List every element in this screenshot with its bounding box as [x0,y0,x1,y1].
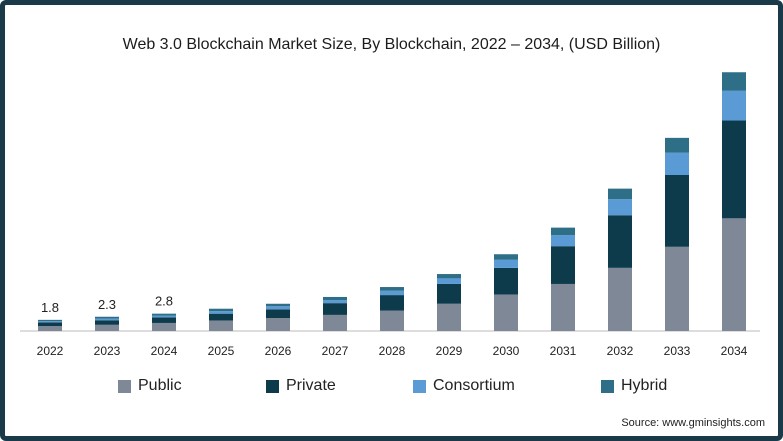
chart-legend: Public Private Consortium Hybrid [0,377,783,399]
legend-item-consortium: Consortium [413,377,515,395]
bar-private-2028 [380,295,404,311]
x-tick-label-2031: 2031 [550,344,577,358]
legend-label-consortium: Consortium [433,377,515,394]
bar-public-2023 [95,324,119,331]
bar-consortium-2030 [494,259,518,268]
x-tick-label-2022: 2022 [37,344,64,358]
bar-public-2033 [665,246,689,331]
x-tick-label-2034: 2034 [721,344,748,358]
bar-private-2026 [266,309,290,318]
bar-consortium-2031 [551,235,575,247]
bar-hybrid-2034 [722,72,746,91]
bar-private-2027 [323,303,347,315]
data-label-2022: 1.8 [41,300,59,315]
x-tick-label-2029: 2029 [436,344,463,358]
data-label-2024: 2.8 [155,294,173,309]
x-tick-label-2030: 2030 [493,344,520,358]
legend-item-hybrid: Hybrid [601,377,667,395]
bar-private-2033 [665,175,689,247]
bar-public-2032 [608,267,632,331]
bar-private-2022 [38,322,62,327]
legend-item-public: Public [118,377,182,395]
bar-consortium-2024 [152,315,176,318]
bar-private-2034 [722,120,746,219]
bar-consortium-2029 [437,278,461,284]
legend-item-private: Private [266,377,336,395]
bar-public-2024 [152,322,176,331]
bar-public-2030 [494,294,518,331]
data-label-2023: 2.3 [98,297,116,312]
bar-consortium-2033 [665,152,689,175]
bar-hybrid-2025 [209,308,233,312]
bar-public-2026 [266,318,290,331]
x-tick-label-2027: 2027 [322,344,349,358]
bar-private-2030 [494,267,518,295]
bar-consortium-2032 [608,199,632,216]
legend-label-public: Public [138,377,182,394]
bar-hybrid-2033 [665,137,689,153]
chart-title: Web 3.0 Blockchain Market Size, By Block… [122,36,661,53]
bar-private-2032 [608,215,632,268]
bar-hybrid-2031 [551,227,575,236]
x-tick-label-2028: 2028 [379,344,406,358]
legend-swatch-private [266,379,279,393]
x-tick-label-2024: 2024 [151,344,178,358]
legend-swatch-public [118,379,131,393]
bar-private-2031 [551,246,575,284]
x-tick-label-2026: 2026 [265,344,292,358]
x-tick-label-2032: 2032 [607,344,634,358]
bar-public-2031 [551,283,575,331]
bar-hybrid-2026 [266,303,290,307]
bar-hybrid-2029 [437,274,461,279]
bar-public-2027 [323,314,347,331]
bar-hybrid-2022 [38,319,62,322]
legend-label-private: Private [286,377,336,394]
source-note: Source: www.gminsights.com [621,417,765,429]
x-tick-label-2023: 2023 [94,344,121,358]
bar-private-2025 [209,313,233,321]
bar-private-2023 [95,320,119,325]
x-tick-label-2025: 2025 [208,344,235,358]
bar-consortium-2027 [323,300,347,304]
x-tick-label-2033: 2033 [664,344,691,358]
bar-public-2034 [722,218,746,331]
bar-consortium-2022 [38,321,62,323]
bar-public-2025 [209,320,233,331]
bar-public-2022 [38,326,62,331]
bar-consortium-2023 [95,318,119,321]
legend-swatch-hybrid [601,379,614,393]
bar-hybrid-2027 [323,296,347,301]
bar-private-2024 [152,317,176,323]
legend-swatch-consortium [413,379,426,393]
bar-hybrid-2030 [494,254,518,260]
bar-hybrid-2024 [152,313,176,316]
bar-hybrid-2023 [95,316,119,319]
bar-public-2028 [380,310,404,331]
bar-private-2029 [437,283,461,304]
bar-public-2029 [437,303,461,331]
bar-consortium-2025 [209,311,233,314]
bar-hybrid-2032 [608,188,632,200]
bar-consortium-2026 [266,306,290,310]
bar-consortium-2034 [722,90,746,121]
bar-hybrid-2028 [380,287,404,291]
legend-label-hybrid: Hybrid [621,377,668,394]
bar-consortium-2028 [380,290,404,296]
